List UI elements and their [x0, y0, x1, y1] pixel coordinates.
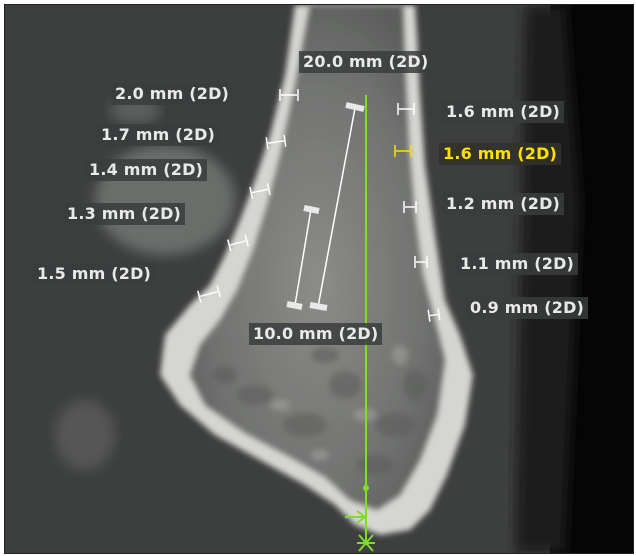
measurement-label-inner-length[interactable]: 10.0 mm (2D): [249, 323, 383, 345]
measurement-label-right-5[interactable]: 0.9 mm (2D): [466, 297, 589, 319]
bone-marrow: [190, 5, 445, 510]
ct-image-viewport[interactable]: 20.0 mm (2D) 10.0 mm (2D) 2.0 mm (2D) 1.…: [4, 4, 634, 554]
measurement-label-left-2[interactable]: 1.7 mm (2D): [97, 124, 220, 146]
right-cortex-calipers[interactable]: [394, 103, 441, 322]
measurement-label-total-length[interactable]: 20.0 mm (2D): [299, 51, 433, 73]
measurement-label-right-4[interactable]: 1.1 mm (2D): [456, 253, 579, 275]
measurement-label-left-3[interactable]: 1.4 mm (2D): [85, 159, 208, 181]
measurement-label-right-3[interactable]: 1.2 mm (2D): [442, 193, 565, 215]
implant-axis[interactable]: [345, 95, 375, 552]
measurement-label-left-1[interactable]: 2.0 mm (2D): [111, 83, 234, 105]
measurement-label-left-5[interactable]: 1.5 mm (2D): [33, 263, 156, 285]
measurement-label-right-2-selected[interactable]: 1.6 mm (2D): [439, 143, 562, 165]
measurement-label-left-4[interactable]: 1.3 mm (2D): [63, 203, 186, 225]
measurement-label-right-1[interactable]: 1.6 mm (2D): [442, 101, 565, 123]
left-cortex-calipers[interactable]: [197, 89, 299, 303]
long-measurement-rulers[interactable]: [286, 102, 365, 311]
